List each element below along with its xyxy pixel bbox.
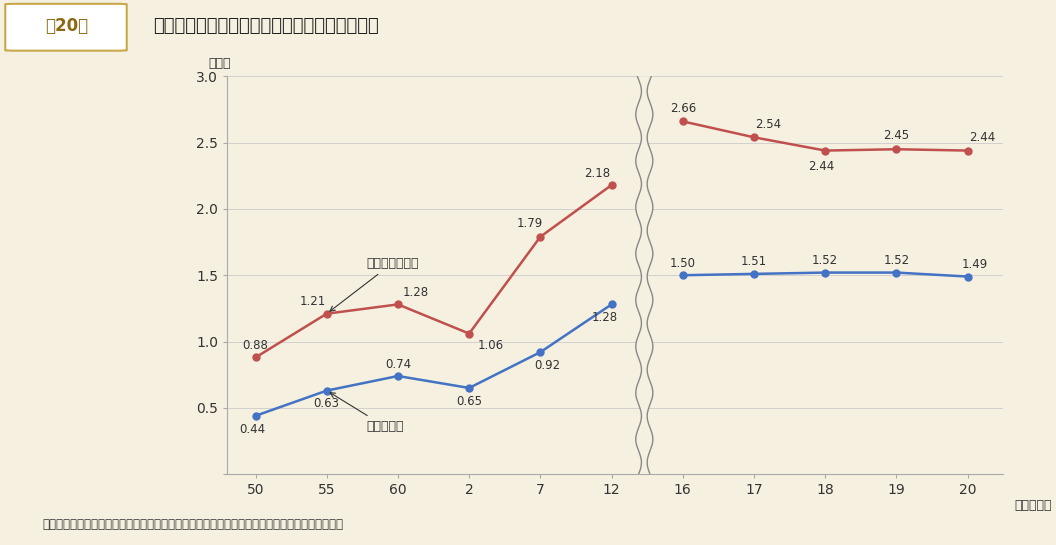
Text: 1.52: 1.52 (812, 254, 838, 267)
Text: 0.63: 0.63 (314, 397, 340, 410)
Text: 0.92: 0.92 (534, 359, 561, 372)
Text: （年度末）: （年度末） (1015, 499, 1052, 512)
Text: 地方債現在高の歳入総額等に対する割合の推移: 地方債現在高の歳入総額等に対する割合の推移 (153, 17, 379, 35)
Text: 対一般財源総額: 対一般財源総額 (329, 257, 418, 311)
Text: （倍）: （倍） (209, 57, 231, 70)
Text: 0.88: 0.88 (243, 339, 268, 352)
Text: 第20図: 第20図 (45, 17, 88, 35)
Text: 対歳入総額: 対歳入総額 (331, 393, 403, 433)
Text: 1.06: 1.06 (477, 339, 504, 352)
Text: （注）　地方債現在高は、特定資金公共事業債及び特定資金公共投資事業債を除いた額である。: （注） 地方債現在高は、特定資金公共事業債及び特定資金公共投資事業債を除いた額で… (42, 518, 343, 531)
Text: 2.44: 2.44 (968, 131, 995, 144)
Text: 1.79: 1.79 (516, 217, 543, 230)
Text: 1.50: 1.50 (670, 257, 696, 270)
Polygon shape (636, 76, 653, 474)
Text: 0.74: 0.74 (384, 358, 411, 371)
Text: 0.44: 0.44 (239, 422, 265, 435)
Text: 1.51: 1.51 (741, 256, 767, 269)
FancyBboxPatch shape (5, 4, 127, 51)
Text: 2.44: 2.44 (809, 160, 834, 173)
Text: 1.49: 1.49 (962, 258, 987, 271)
Text: 1.28: 1.28 (591, 311, 618, 324)
Text: 0.65: 0.65 (456, 395, 483, 408)
Text: 2.66: 2.66 (670, 101, 696, 114)
Text: 1.21: 1.21 (299, 295, 325, 308)
Text: 2.45: 2.45 (883, 130, 909, 142)
Text: 1.28: 1.28 (402, 286, 429, 299)
Text: 1.52: 1.52 (883, 254, 909, 267)
Text: 2.54: 2.54 (755, 118, 781, 131)
Text: 2.18: 2.18 (584, 167, 610, 180)
